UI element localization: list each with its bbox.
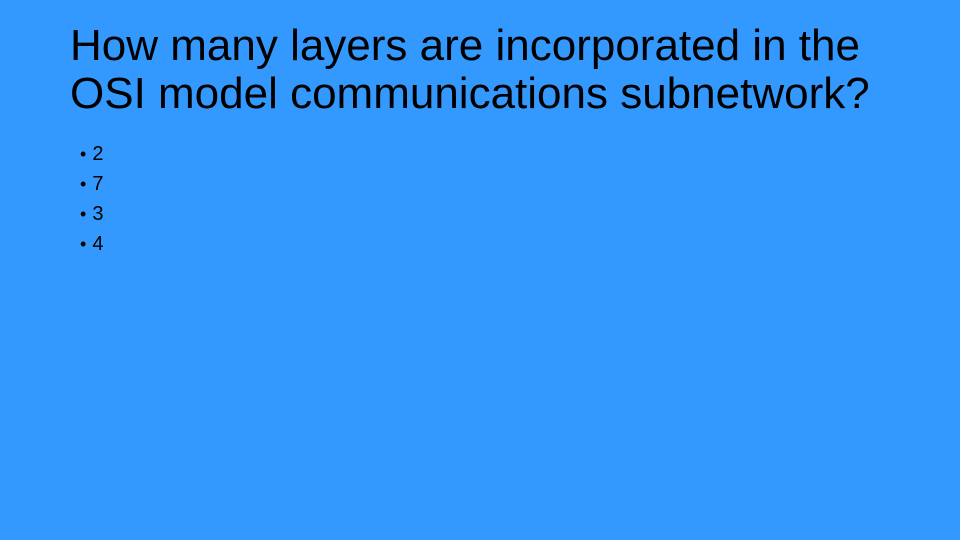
bullet-icon: • (80, 201, 86, 228)
bullet-icon: • (80, 141, 86, 168)
answer-options: • 2 • 7 • 3 • 4 (70, 139, 890, 259)
option-item: • 7 (80, 169, 890, 199)
title-line-1: How many layers are incorporated in the (70, 21, 860, 70)
slide: How many layers are incorporated in the … (0, 0, 960, 540)
option-item: • 4 (80, 229, 890, 259)
bullet-icon: • (80, 171, 86, 198)
option-label: 3 (92, 199, 103, 229)
slide-title: How many layers are incorporated in the … (70, 22, 890, 117)
bullet-icon: • (80, 231, 86, 258)
option-item: • 2 (80, 139, 890, 169)
option-item: • 3 (80, 199, 890, 229)
title-line-2: OSI model communications subnetwork? (70, 69, 870, 118)
option-label: 4 (92, 229, 103, 259)
option-label: 7 (92, 169, 103, 199)
option-label: 2 (92, 139, 103, 169)
